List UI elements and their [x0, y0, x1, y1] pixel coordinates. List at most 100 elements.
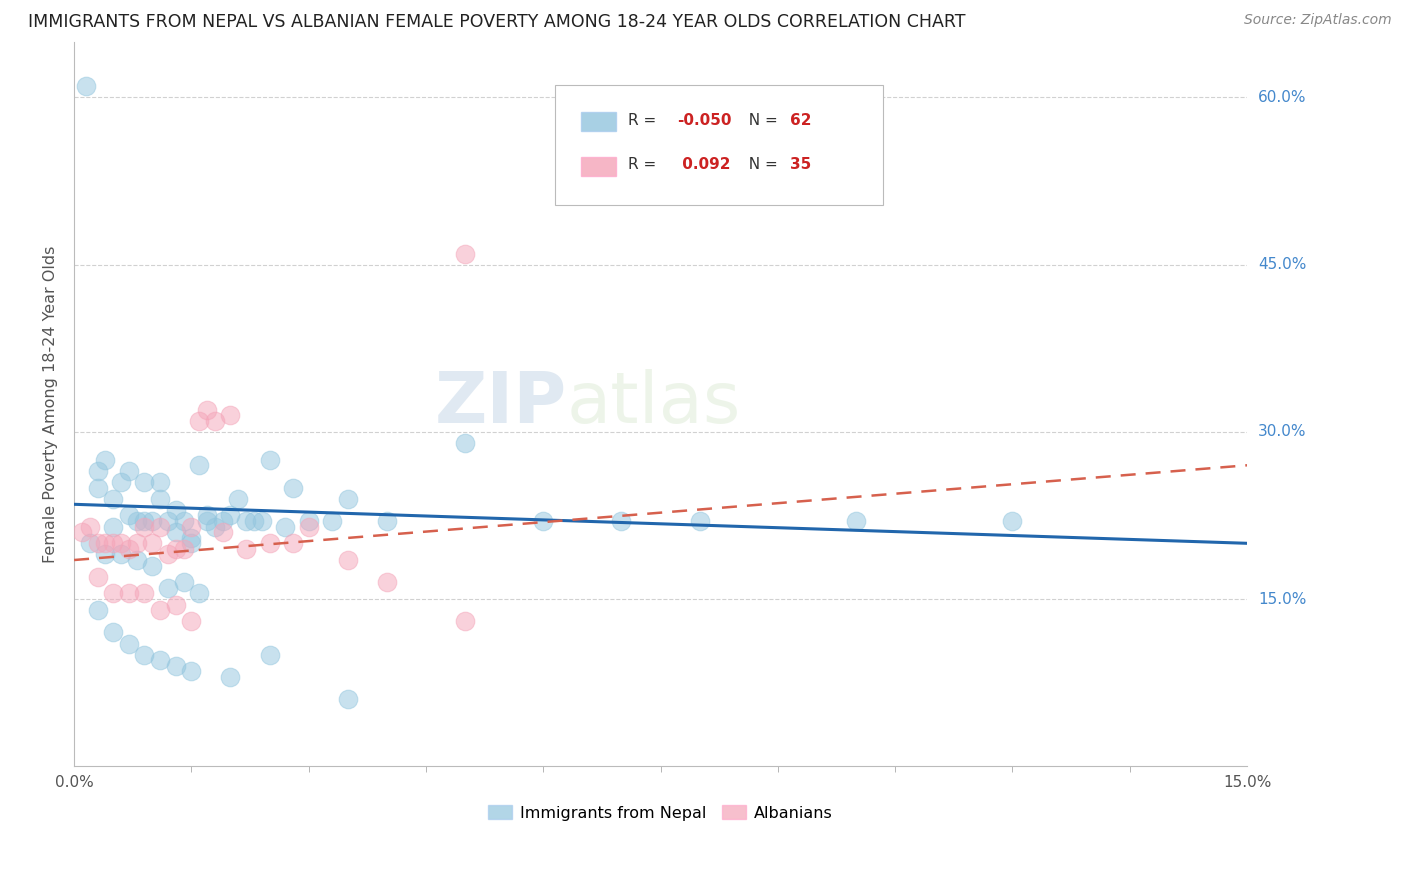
- Point: [226, 491, 249, 506]
- Point: [94, 452, 117, 467]
- Text: -0.050: -0.050: [676, 112, 731, 128]
- Point: [149, 653, 172, 667]
- Text: Source: ZipAtlas.com: Source: ZipAtlas.com: [1244, 13, 1392, 28]
- Point: [94, 536, 117, 550]
- Point: [165, 525, 187, 540]
- Point: [103, 586, 125, 600]
- Point: [259, 648, 281, 662]
- Text: N =: N =: [740, 112, 783, 128]
- Point: [531, 514, 554, 528]
- Point: [454, 436, 477, 450]
- Point: [134, 586, 156, 600]
- Text: ZIP: ZIP: [434, 369, 567, 439]
- Point: [250, 514, 273, 528]
- Point: [156, 548, 179, 562]
- Point: [103, 491, 125, 506]
- Point: [165, 659, 187, 673]
- Point: [211, 514, 233, 528]
- Point: [86, 481, 108, 495]
- Point: [86, 603, 108, 617]
- Point: [259, 452, 281, 467]
- Point: [1001, 514, 1024, 528]
- Point: [195, 508, 218, 523]
- Point: [86, 570, 108, 584]
- Point: [79, 519, 101, 533]
- Point: [375, 575, 398, 590]
- Y-axis label: Female Poverty Among 18-24 Year Olds: Female Poverty Among 18-24 Year Olds: [44, 245, 58, 563]
- Point: [180, 519, 202, 533]
- Point: [173, 575, 195, 590]
- FancyBboxPatch shape: [581, 112, 616, 131]
- Point: [125, 536, 148, 550]
- Point: [298, 519, 321, 533]
- Point: [75, 79, 97, 94]
- Point: [610, 514, 633, 528]
- Text: 60.0%: 60.0%: [1258, 90, 1306, 105]
- Point: [118, 464, 141, 478]
- Point: [86, 536, 108, 550]
- Point: [454, 615, 477, 629]
- Point: [134, 514, 156, 528]
- Point: [204, 414, 226, 428]
- Text: N =: N =: [740, 157, 783, 172]
- Point: [689, 514, 711, 528]
- Point: [188, 586, 211, 600]
- Point: [336, 491, 359, 506]
- Legend: Immigrants from Nepal, Albanians: Immigrants from Nepal, Albanians: [482, 798, 839, 827]
- Point: [134, 475, 156, 489]
- Point: [188, 414, 211, 428]
- Point: [173, 541, 195, 556]
- Point: [125, 514, 148, 528]
- Text: atlas: atlas: [567, 369, 741, 439]
- Point: [141, 558, 163, 573]
- Point: [281, 536, 304, 550]
- Point: [219, 508, 242, 523]
- Point: [141, 536, 163, 550]
- Point: [149, 603, 172, 617]
- Point: [195, 402, 218, 417]
- Point: [188, 458, 211, 473]
- Point: [141, 514, 163, 528]
- Point: [180, 531, 202, 545]
- Point: [149, 491, 172, 506]
- Point: [94, 548, 117, 562]
- Point: [86, 464, 108, 478]
- Point: [149, 475, 172, 489]
- Point: [219, 670, 242, 684]
- Point: [118, 508, 141, 523]
- Point: [156, 514, 179, 528]
- Point: [235, 541, 257, 556]
- Text: IMMIGRANTS FROM NEPAL VS ALBANIAN FEMALE POVERTY AMONG 18-24 YEAR OLDS CORRELATI: IMMIGRANTS FROM NEPAL VS ALBANIAN FEMALE…: [28, 13, 966, 31]
- Point: [195, 514, 218, 528]
- Point: [298, 514, 321, 528]
- Point: [243, 514, 266, 528]
- Point: [321, 514, 343, 528]
- FancyBboxPatch shape: [555, 86, 883, 205]
- Text: 15.0%: 15.0%: [1258, 591, 1306, 607]
- Point: [845, 514, 868, 528]
- Point: [204, 519, 226, 533]
- Point: [110, 548, 132, 562]
- Point: [336, 692, 359, 706]
- Point: [118, 637, 141, 651]
- Point: [235, 514, 257, 528]
- Point: [110, 536, 132, 550]
- Text: 0.092: 0.092: [676, 157, 731, 172]
- FancyBboxPatch shape: [581, 157, 616, 176]
- Point: [219, 408, 242, 422]
- Point: [281, 481, 304, 495]
- Point: [180, 615, 202, 629]
- Point: [165, 503, 187, 517]
- Point: [211, 525, 233, 540]
- Point: [375, 514, 398, 528]
- Point: [336, 553, 359, 567]
- Point: [165, 541, 187, 556]
- Point: [118, 541, 141, 556]
- Text: 45.0%: 45.0%: [1258, 257, 1306, 272]
- Point: [110, 475, 132, 489]
- Point: [454, 246, 477, 260]
- Point: [173, 514, 195, 528]
- Point: [79, 536, 101, 550]
- Text: R =: R =: [627, 112, 661, 128]
- Text: 62: 62: [790, 112, 811, 128]
